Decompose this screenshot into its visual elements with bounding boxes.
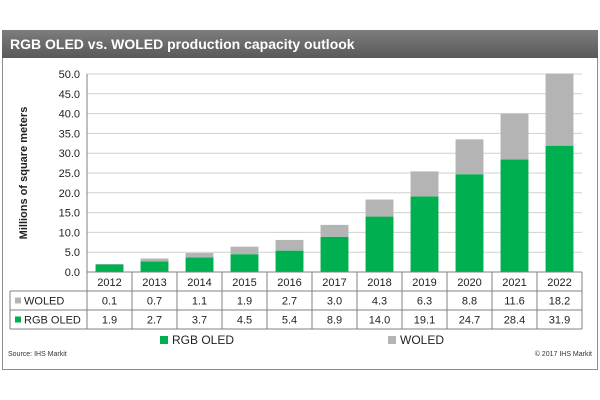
bar-rgb-oled — [320, 236, 349, 272]
data-label: 1.1 — [192, 296, 207, 308]
bar-rgb-oled — [410, 196, 439, 272]
bar-rgb-oled — [95, 264, 124, 272]
x-tick-label: 2014 — [187, 277, 211, 289]
legend-swatch — [160, 336, 168, 344]
bar-rgb-oled — [455, 174, 484, 272]
data-label: 4.5 — [237, 315, 252, 327]
x-tick-label: 2018 — [367, 277, 391, 289]
x-tick-label: 2020 — [457, 277, 481, 289]
legend-label: RGB OLED — [172, 333, 234, 347]
bar-woled — [140, 258, 169, 262]
legend-label: WOLED — [400, 333, 444, 347]
x-tick-label: 2021 — [502, 277, 526, 289]
bar-woled — [230, 246, 259, 255]
bar-woled — [320, 224, 349, 237]
x-tick-label: 2019 — [412, 277, 436, 289]
bar-rgb-oled — [275, 250, 304, 272]
data-label: 2.7 — [147, 315, 162, 327]
x-tick-label: 2013 — [142, 277, 166, 289]
data-label: 28.4 — [504, 315, 525, 327]
data-label: 2.7 — [282, 296, 297, 308]
bar-rgb-oled — [185, 257, 214, 272]
data-label: 6.3 — [417, 296, 432, 308]
y-tick-label: 45.0 — [59, 89, 80, 101]
bar-rgb-oled — [545, 145, 574, 272]
bar-woled — [545, 73, 574, 146]
bar-woled — [365, 199, 394, 217]
data-label: 0.7 — [147, 296, 162, 308]
copyright-note: © 2017 IHS Markit — [534, 351, 592, 358]
bar-rgb-oled — [365, 216, 394, 272]
data-label: 5.4 — [282, 315, 297, 327]
table-legend-key — [15, 316, 21, 323]
y-tick-label: 30.0 — [59, 148, 80, 160]
data-label: 0.1 — [102, 296, 117, 308]
source-note: Source: IHS Markit — [8, 351, 67, 358]
data-label: 18.2 — [549, 296, 570, 308]
data-label: 11.6 — [504, 296, 525, 308]
y-tick-label: 50.0 — [59, 69, 80, 81]
bar-woled — [275, 239, 304, 251]
bar-woled — [500, 113, 529, 160]
x-tick-label: 2015 — [232, 277, 256, 289]
chart-frame — [2, 30, 598, 370]
data-label: 24.7 — [459, 315, 480, 327]
legend-swatch — [388, 336, 396, 344]
y-tick-label: 10.0 — [59, 227, 80, 239]
y-tick-label: 25.0 — [59, 168, 80, 180]
data-label: 31.9 — [549, 315, 570, 327]
data-label: 4.3 — [372, 296, 387, 308]
y-axis-label: Millions of square meters — [18, 107, 30, 240]
bar-rgb-oled — [230, 254, 259, 272]
chart-title: RGB OLED vs. WOLED production capacity o… — [2, 30, 598, 58]
table-row-label: RGB OLED — [24, 315, 81, 327]
data-label: 8.9 — [327, 315, 342, 327]
data-label: 1.9 — [237, 296, 252, 308]
x-tick-label: 2012 — [97, 277, 121, 289]
y-tick-label: 0.0 — [65, 267, 80, 279]
data-label: 8.8 — [462, 296, 477, 308]
bar-rgb-oled — [500, 159, 529, 272]
data-label: 14.0 — [369, 315, 390, 327]
x-tick-label: 2022 — [547, 277, 571, 289]
y-tick-label: 5.0 — [65, 247, 80, 259]
data-label: 3.0 — [327, 296, 342, 308]
bar-woled — [455, 139, 484, 175]
x-tick-label: 2017 — [322, 277, 346, 289]
data-label: 19.1 — [414, 315, 435, 327]
y-tick-label: 15.0 — [59, 208, 80, 220]
table-row-label: WOLED — [24, 296, 64, 308]
bar-woled — [185, 252, 214, 258]
table-legend-key — [15, 297, 21, 304]
x-tick-label: 2016 — [277, 277, 301, 289]
data-label: 3.7 — [192, 315, 207, 327]
bar-rgb-oled — [140, 261, 169, 272]
data-label: 1.9 — [102, 315, 117, 327]
y-tick-label: 40.0 — [59, 109, 80, 121]
y-tick-label: 20.0 — [59, 188, 80, 200]
y-tick-label: 35.0 — [59, 128, 80, 140]
bar-woled — [410, 171, 439, 197]
